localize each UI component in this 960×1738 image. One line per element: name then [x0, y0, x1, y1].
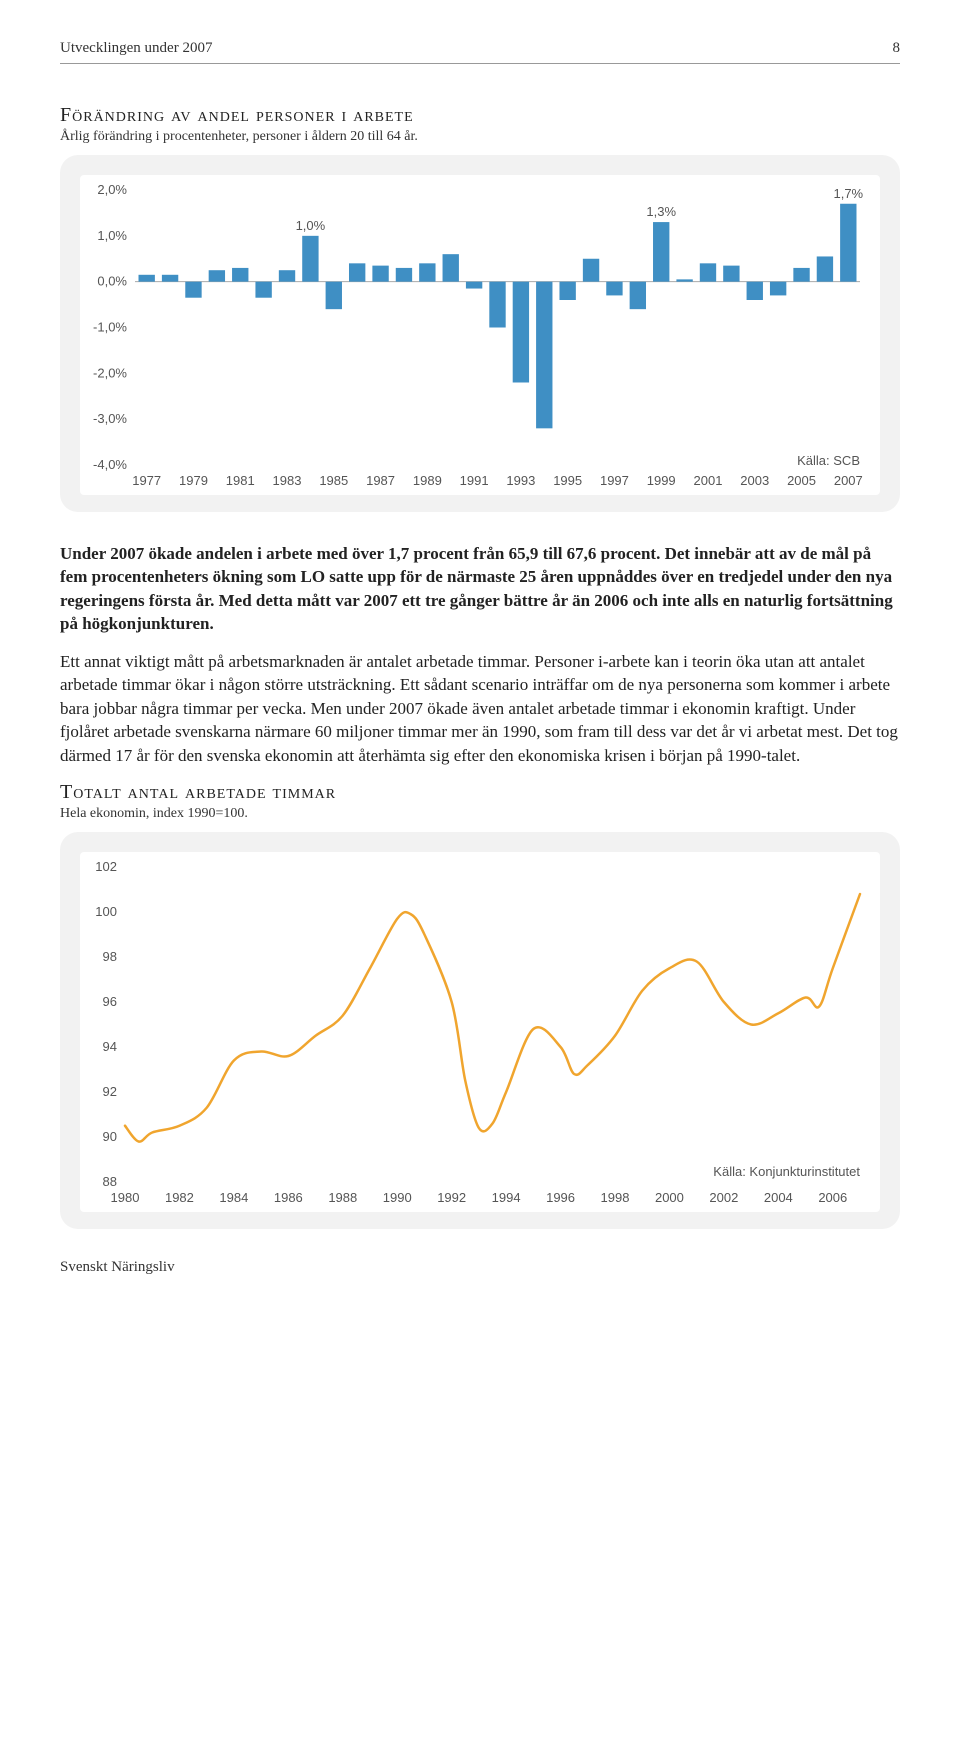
page-number: 8	[893, 40, 901, 57]
svg-text:1977: 1977	[132, 473, 161, 488]
svg-text:1991: 1991	[460, 473, 489, 488]
svg-text:98: 98	[103, 949, 117, 964]
svg-text:1,3%: 1,3%	[646, 204, 676, 219]
svg-text:1,0%: 1,0%	[296, 218, 326, 233]
svg-text:88: 88	[103, 1174, 117, 1189]
paragraph-2: Ett annat viktigt mått på arbetsmarknade…	[60, 650, 900, 767]
svg-text:2003: 2003	[740, 473, 769, 488]
svg-text:2005: 2005	[787, 473, 816, 488]
chart1-title: Förändring av andel personer i arbete	[60, 104, 900, 127]
svg-text:2000: 2000	[655, 1190, 684, 1205]
svg-text:-3,0%: -3,0%	[93, 411, 127, 426]
svg-text:2002: 2002	[709, 1190, 738, 1205]
svg-text:1983: 1983	[273, 473, 302, 488]
svg-text:2,0%: 2,0%	[97, 182, 127, 197]
svg-text:1996: 1996	[546, 1190, 575, 1205]
svg-text:1998: 1998	[601, 1190, 630, 1205]
svg-text:1,0%: 1,0%	[97, 228, 127, 243]
running-header: Utvecklingen under 2007 8	[60, 40, 900, 64]
svg-text:1981: 1981	[226, 473, 255, 488]
body-text: Under 2007 ökade andelen i arbete med öv…	[60, 542, 900, 767]
svg-text:1980: 1980	[111, 1190, 140, 1205]
svg-text:1990: 1990	[383, 1190, 412, 1205]
chart1-frame: 2,0% 1,0% 0,0% -1,0% -2,0% -3,0% -4,0% 1,0% 1,3%…	[60, 155, 900, 512]
svg-text:92: 92	[103, 1084, 117, 1099]
chart2-svg: 102 100 98 96 94 92 90 881980 1982 1984 1986 1988 19…	[80, 852, 880, 1212]
svg-text:1989: 1989	[413, 473, 442, 488]
svg-text:-2,0%: -2,0%	[93, 365, 127, 380]
svg-text:2006: 2006	[818, 1190, 847, 1205]
svg-text:0,0%: 0,0%	[97, 274, 127, 289]
footer-text: Svenskt Näringsliv	[60, 1259, 900, 1276]
svg-text:100: 100	[95, 904, 117, 919]
svg-text:1,7%: 1,7%	[833, 186, 863, 201]
svg-text:1995: 1995	[553, 473, 582, 488]
svg-text:94: 94	[103, 1039, 117, 1054]
svg-text:1999: 1999	[647, 473, 676, 488]
svg-text:1982: 1982	[165, 1190, 194, 1205]
svg-text:1994: 1994	[492, 1190, 521, 1205]
svg-text:Källa: SCB: Källa: SCB	[797, 453, 860, 468]
svg-text:2007: 2007	[834, 473, 863, 488]
svg-text:2001: 2001	[694, 473, 723, 488]
svg-text:1988: 1988	[328, 1190, 357, 1205]
svg-text:1987: 1987	[366, 473, 395, 488]
svg-text:1984: 1984	[219, 1190, 248, 1205]
svg-text:1993: 1993	[506, 473, 535, 488]
svg-text:2004: 2004	[764, 1190, 793, 1205]
svg-text:90: 90	[103, 1129, 117, 1144]
chart2-subtitle: Hela ekonomin, index 1990=100.	[60, 806, 900, 822]
svg-text:-1,0%: -1,0%	[93, 320, 127, 335]
chart1-subtitle: Årlig förändring i procentenheter, perso…	[60, 129, 900, 145]
svg-text:1986: 1986	[274, 1190, 303, 1205]
svg-text:96: 96	[103, 994, 117, 1009]
svg-text:-4,0%: -4,0%	[93, 457, 127, 472]
svg-text:1997: 1997	[600, 473, 629, 488]
svg-text:Källa: Konjunkturinstitutet: Källa: Konjunkturinstitutet	[713, 1164, 860, 1179]
lead-paragraph: Under 2007 ökade andelen i arbete med öv…	[60, 542, 900, 636]
svg-text:1979: 1979	[179, 473, 208, 488]
svg-text:1992: 1992	[437, 1190, 466, 1205]
chart1-svg: 2,0% 1,0% 0,0% -1,0% -2,0% -3,0% -4,0% 1,0% 1,3%…	[80, 175, 880, 495]
svg-text:1985: 1985	[319, 473, 348, 488]
chart2-title: Totalt antal arbetade timmar	[60, 781, 900, 804]
header-left: Utvecklingen under 2007	[60, 40, 212, 57]
chart2-frame: 102 100 98 96 94 92 90 881980 1982 1984 1986 1988 19…	[60, 832, 900, 1229]
svg-text:102: 102	[95, 859, 117, 874]
